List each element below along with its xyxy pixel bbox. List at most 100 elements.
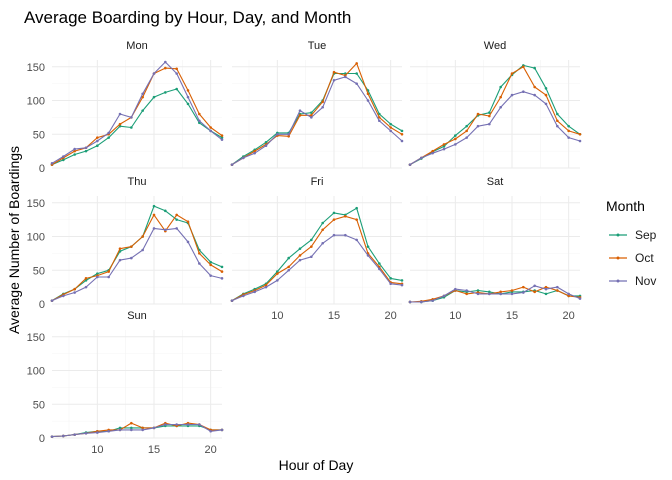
data-point-nov [242,156,245,160]
data-point-nov [220,428,224,432]
legend-key-point-sep [616,233,620,237]
data-point-sep [287,256,290,260]
data-point-nov [130,116,133,119]
data-point-sep [141,109,144,112]
data-point-sep [152,95,156,99]
legend-label-nov: Nov [635,274,656,288]
data-point-oct [567,294,570,298]
data-point-nov [62,434,65,438]
data-point-sep [84,149,88,153]
data-point-nov [73,147,76,151]
y-tick-label: 100 [27,96,45,108]
data-point-nov [499,105,502,109]
facet-label-thu: Thu [128,176,147,188]
data-point-nov [130,428,133,432]
data-point-nov [130,256,133,260]
data-point-nov [533,93,536,97]
data-point-oct [141,426,144,430]
data-point-nov [476,124,480,128]
data-point-sep [465,124,468,128]
data-point-nov [253,290,256,294]
data-point-nov [488,122,491,126]
data-point-nov [321,105,324,109]
data-point-oct [209,126,212,129]
data-point-nov [50,299,54,302]
data-point-sep [130,126,133,129]
data-point-nov [175,423,178,426]
data-point-oct [499,95,502,99]
data-point-oct [175,213,178,217]
x-tick-label: 20 [385,310,397,322]
data-point-oct [389,126,392,129]
data-point-oct [298,114,302,117]
data-point-oct [118,122,122,126]
data-point-sep [499,85,502,89]
legend-label-oct: Oct [635,251,654,265]
data-point-nov [556,124,559,128]
y-tick-label: 100 [27,232,45,244]
series-line-nov-wed [409,91,581,166]
data-point-sep [400,129,404,133]
data-point-sep [355,206,358,210]
data-point-oct [344,214,347,218]
data-point-oct [264,283,268,287]
data-point-nov [186,240,190,244]
data-point-sep [454,134,457,137]
data-point-oct [476,112,480,116]
series-line-nov-tue [231,76,403,166]
facet-panel-sun: Sun 0 50 100 150 10 15 20 [27,310,224,456]
data-point-nov [408,163,412,166]
data-point-oct [578,132,582,136]
data-point-sep [276,270,279,273]
series-line-sep-sat [410,289,580,303]
data-point-oct [130,421,133,425]
data-point-oct [522,65,525,69]
data-point-nov [442,294,446,298]
data-point-oct [84,277,88,280]
series-line-oct-tue [231,62,403,166]
facet-label-wed: Wed [484,40,506,52]
data-point-oct [186,89,190,92]
data-point-nov [310,255,313,259]
data-point-nov [510,93,514,97]
data-point-nov [198,423,201,426]
data-point-nov [321,241,324,245]
data-point-oct [488,114,491,118]
data-point-nov [230,163,234,166]
data-point-oct [533,290,536,294]
data-point-nov [408,300,412,304]
data-point-nov [198,262,201,265]
y-tick-label: 0 [39,433,45,445]
facet-label-sun: Sun [127,310,147,322]
data-point-nov [220,138,224,141]
data-point-oct [96,136,99,139]
data-point-nov [488,292,491,296]
data-point-nov [454,143,457,146]
data-point-sep [96,144,99,148]
data-point-nov [400,139,404,143]
data-point-nov [332,233,336,237]
data-point-nov [84,285,88,289]
data-point-nov [141,92,144,96]
data-point-oct [544,93,548,97]
data-point-oct [141,235,144,238]
data-point-nov [344,75,347,79]
data-point-oct [253,149,256,153]
data-point-oct [400,132,404,136]
data-point-sep [152,204,156,208]
facet-panel-wed: Wed [408,40,582,169]
facet-panel-tue: Tue [230,40,404,169]
facet-label-mon: Mon [126,40,147,52]
legend-label-sep: Sep [635,228,657,242]
data-point-oct [164,66,167,70]
facet-label-sat: Sat [487,176,504,188]
data-point-oct [465,129,468,133]
y-axis-title: Average Number of Boardings [6,146,22,334]
data-point-sep [544,292,548,296]
data-point-nov [556,285,559,289]
data-point-nov [152,72,156,75]
data-point-oct [287,265,290,269]
data-point-nov [378,267,381,271]
data-point-nov [454,287,457,291]
